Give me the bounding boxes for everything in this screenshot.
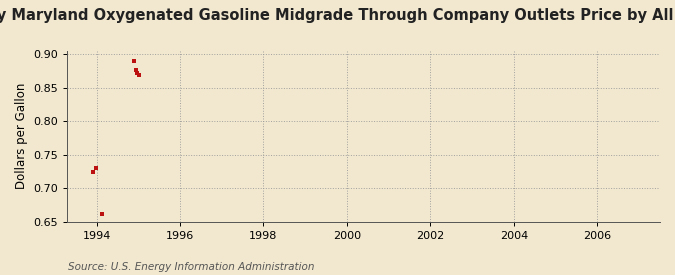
Point bbox=[134, 73, 144, 77]
Point bbox=[90, 166, 101, 170]
Point bbox=[96, 212, 107, 216]
Text: Source: U.S. Energy Information Administration: Source: U.S. Energy Information Administ… bbox=[68, 262, 314, 272]
Point bbox=[132, 71, 142, 75]
Y-axis label: Dollars per Gallon: Dollars per Gallon bbox=[15, 83, 28, 189]
Point bbox=[88, 170, 99, 174]
Point bbox=[131, 67, 142, 72]
Point bbox=[129, 59, 140, 64]
Text: Monthly Maryland Oxygenated Gasoline Midgrade Through Company Outlets Price by A: Monthly Maryland Oxygenated Gasoline Mid… bbox=[0, 8, 675, 23]
